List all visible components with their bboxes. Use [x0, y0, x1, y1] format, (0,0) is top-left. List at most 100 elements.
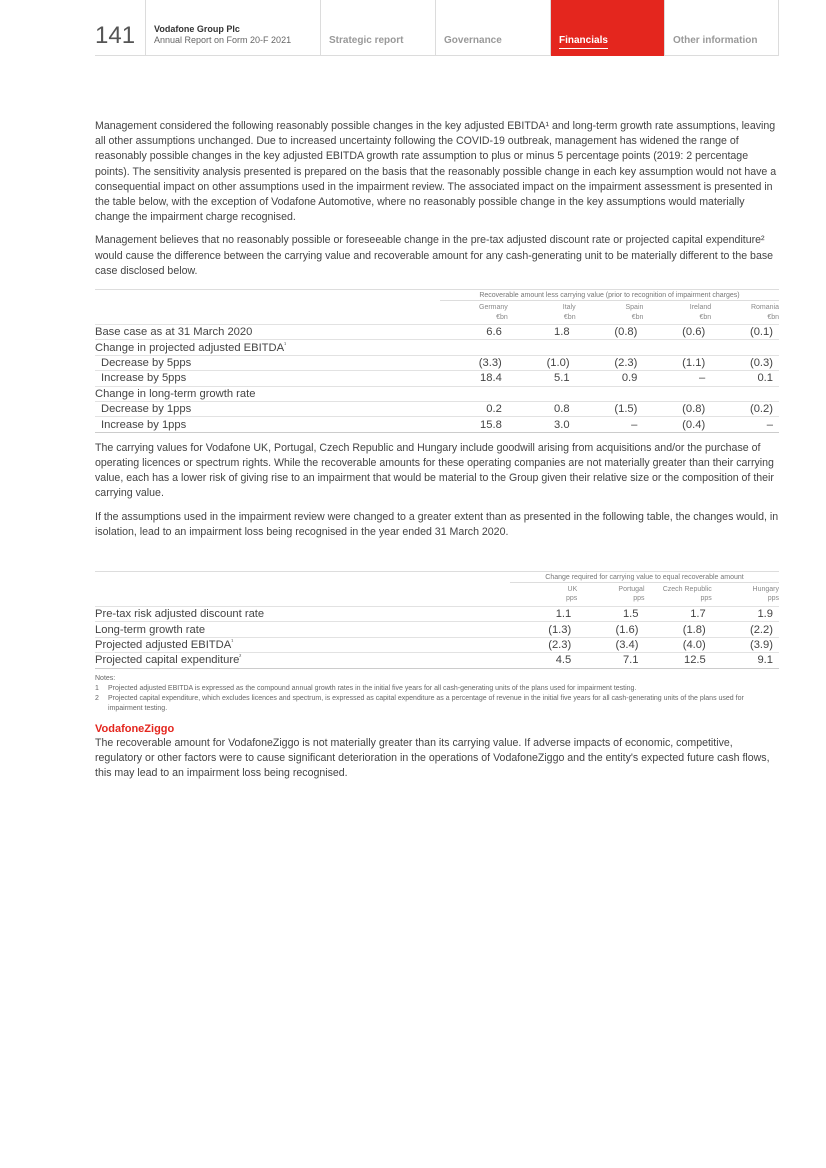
note-number: 2 — [95, 694, 99, 702]
column-name: Spain — [625, 304, 644, 312]
column-name: Italy — [562, 304, 576, 312]
paragraph: The recoverable amount for VodafoneZiggo… — [95, 736, 770, 779]
table-row: Increase by 5pps 18.4 5.1 0.9–0.1 — [95, 370, 779, 387]
cell-value: 7.1 — [577, 652, 645, 669]
table-row: Increase by 1pps 15.8 3.0– (0.4) – — [95, 416, 779, 433]
column-header: Portugal pps — [577, 582, 644, 606]
cell-value: (1.3) — [510, 621, 578, 638]
paragraph: The carrying values for Vodafone UK, Por… — [95, 441, 774, 500]
cell-value: 0.8 — [507, 400, 576, 417]
notes: Notes: 1 Projected adjusted EBITDA is exp… — [95, 674, 779, 714]
cell-value: (0.8) — [643, 400, 712, 417]
page-header: 141 Vodafone Group Plc Annual Report on … — [95, 0, 779, 56]
cell-value: (1.6) — [577, 621, 645, 638]
cell-value — [575, 339, 644, 356]
column-header: Spain €bn — [576, 301, 644, 325]
column-name: Czech Republic — [662, 585, 712, 593]
column-name: Hungary — [752, 585, 779, 593]
column-header: Germany €bn — [440, 301, 508, 325]
cell-value: 4.5 — [510, 652, 578, 669]
cell-value: (2.3) — [575, 354, 644, 371]
row-label: Change in projected adjusted EBITDA¹ — [95, 339, 440, 356]
column-header: Ireland €bn — [643, 301, 711, 325]
cell-value: (3.9) — [711, 636, 779, 653]
cell-value: – — [575, 416, 644, 433]
table-row: Decrease by 5pps (3.3) (1.0) (2.3) (1.1) (0.3… — [95, 354, 779, 371]
table-row: Long-term growth rate (1.3) (1.6) (1.8) (2.2… — [95, 621, 779, 638]
cell-value: 0.1 — [711, 370, 779, 387]
row-label: Long-term growth rate — [95, 621, 510, 638]
table-group-header: Change required for carrying value to eq… — [510, 570, 779, 583]
column-unit: €bn — [563, 313, 576, 321]
cell-value — [507, 385, 576, 402]
cell-value: (4.0) — [644, 636, 712, 653]
note-number: 1 — [95, 684, 99, 692]
cell-value: (0.3) — [711, 354, 779, 371]
cell-value: 15.8 — [440, 416, 508, 433]
row-label: Decrease by 1pps — [95, 400, 440, 417]
cell-value: (1.1) — [643, 354, 712, 371]
cell-value: 18.4 — [440, 370, 508, 387]
column-unit: pps — [633, 595, 645, 603]
cell-value: (2.3) — [510, 636, 578, 653]
tab-governance[interactable]: Governance — [435, 0, 550, 56]
cell-value: 1.9 — [711, 605, 779, 622]
table-row: Change in long-term growth rate — [95, 385, 779, 402]
table-row: Pre-tax risk adjusted discount rate 1.1 1.… — [95, 605, 779, 622]
cell-value: (1.5) — [575, 400, 644, 417]
table-group-header: Recoverable amount less carrying value (… — [440, 289, 779, 302]
table-row: Projected adjusted EBITDA¹ (2.3) (3.4) (4.0… — [95, 636, 779, 653]
report-title: Annual Report on Form 20-F 2021 — [154, 35, 292, 45]
column-header: Italy €bn — [508, 301, 576, 325]
column-name: Ireland — [689, 304, 712, 312]
note-text: Projected adjusted EBITDA is expressed a… — [108, 684, 637, 692]
company-block: Vodafone Group Plc Annual Report on Form… — [145, 0, 320, 56]
cell-value: 1.1 — [510, 605, 578, 622]
tab-strategic-report[interactable]: Strategic report — [320, 0, 435, 56]
tab-financials[interactable]: Financials — [550, 0, 664, 56]
column-name: Portugal — [618, 585, 645, 593]
cell-value — [711, 385, 779, 402]
note-item: 1 Projected adjusted EBITDA is expressed … — [95, 684, 779, 694]
table-row: Base case as at 31 March 2020 6.6 1.8 (0.8)… — [95, 324, 779, 340]
column-unit: €bn — [767, 313, 779, 321]
row-label: Increase by 5pps — [95, 370, 440, 387]
cell-value: (0.2) — [711, 400, 779, 417]
column-unit: pps — [700, 595, 712, 603]
cell-value: 5.1 — [507, 370, 576, 387]
tab-other-information[interactable]: Other information — [664, 0, 779, 56]
cell-value — [711, 339, 779, 356]
cell-value: 3.0 — [507, 416, 576, 433]
cell-value: 0.9 — [575, 370, 644, 387]
row-label: Base case as at 31 March 2020 — [95, 324, 440, 340]
notes-title: Notes: — [95, 674, 116, 682]
tab-label: Other information — [673, 35, 758, 46]
cell-value: 1.8 — [507, 324, 576, 340]
paragraph: If the assumptions used in the impairmen… — [95, 510, 779, 538]
cell-value — [507, 339, 576, 356]
column-header: Hungary pps — [712, 582, 779, 606]
column-name: UK — [567, 585, 578, 593]
note-text: Projected capital expenditure, which exc… — [108, 694, 744, 712]
column-name: Germany — [479, 304, 508, 312]
table-row: Projected capital expenditure² 4.5 7.1 12.5… — [95, 652, 779, 669]
column-header: UK pps — [510, 582, 577, 606]
row-label: Projected capital expenditure² — [95, 652, 510, 669]
cell-value: (0.6) — [643, 324, 712, 340]
cell-value: 9.1 — [711, 652, 779, 669]
page-number: 141 — [95, 22, 136, 49]
tab-label: Governance — [444, 35, 502, 46]
tab-label: Financials — [559, 35, 608, 49]
row-label: Pre-tax risk adjusted discount rate — [95, 605, 510, 622]
row-label: Projected adjusted EBITDA¹ — [95, 636, 510, 653]
sensitivity-table: Recoverable amount less carrying value (… — [95, 289, 779, 433]
cell-value: 12.5 — [644, 652, 712, 669]
column-unit: €bn — [631, 313, 644, 321]
main-content: Management considered the following reas… — [95, 119, 779, 789]
cell-value: (3.4) — [577, 636, 645, 653]
cell-value: (0.1) — [711, 324, 779, 340]
column-header: Czech Republic pps — [645, 582, 712, 606]
row-label: Increase by 1pps — [95, 416, 440, 433]
cell-value — [643, 385, 712, 402]
section-heading: VodafoneZiggo — [95, 722, 175, 735]
